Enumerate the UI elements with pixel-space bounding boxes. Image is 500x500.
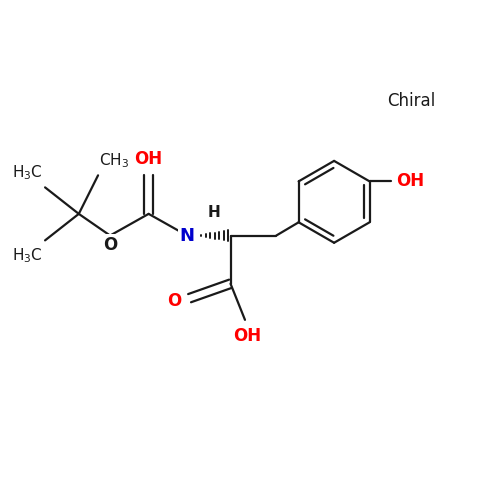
Text: N: N [180,226,194,244]
Text: OH: OH [396,172,424,190]
Text: H: H [208,205,220,220]
Text: O: O [103,236,117,254]
Text: Chiral: Chiral [387,92,436,110]
Text: H$_3$C: H$_3$C [12,163,42,182]
Text: N: N [178,229,194,247]
Text: CH$_3$: CH$_3$ [99,151,129,170]
Text: O: O [166,292,181,310]
Text: OH: OH [134,150,162,168]
Text: H$_3$C: H$_3$C [12,246,42,265]
Text: O: O [103,238,117,256]
Text: OH: OH [234,327,262,345]
